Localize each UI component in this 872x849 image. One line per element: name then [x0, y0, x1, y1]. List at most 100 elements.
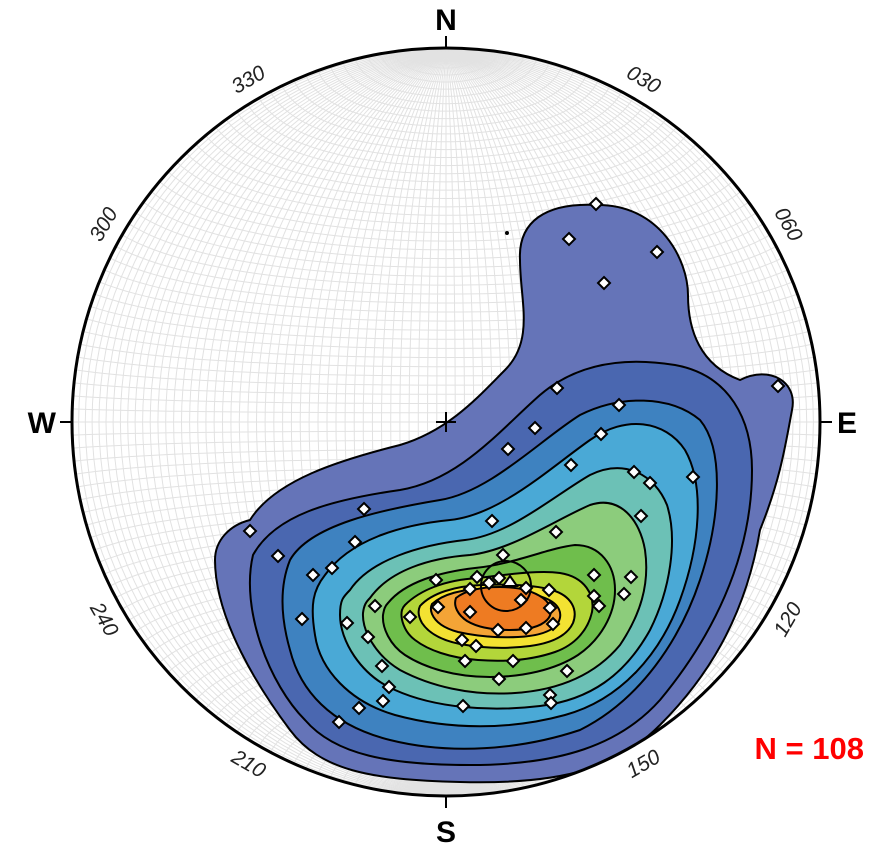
pole-marker — [591, 598, 607, 614]
pole-marker — [588, 196, 604, 212]
grid-line — [419, 48, 473, 62]
north-label: N — [435, 4, 457, 37]
pole-marker — [490, 622, 506, 638]
pole-marker — [430, 599, 446, 615]
grid-line — [367, 56, 525, 90]
grid-line — [380, 53, 512, 83]
grid-line — [247, 104, 645, 167]
pole-marker — [542, 600, 558, 616]
contour-band — [454, 586, 552, 631]
pole-marker — [468, 638, 484, 654]
pole-marker — [548, 524, 564, 540]
grid-line — [195, 143, 697, 208]
pole-marker — [545, 616, 561, 632]
pole-marker — [481, 575, 497, 591]
pole-marker — [339, 615, 355, 631]
cardinal-ticks — [60, 36, 832, 808]
pole-marker — [770, 378, 786, 394]
azimuth-label: 210 — [227, 745, 270, 783]
pole-marker — [331, 714, 347, 730]
mean-vector-triangle — [501, 574, 519, 587]
azimuth-label: 300 — [85, 203, 123, 245]
pole-marker — [270, 548, 286, 564]
grid-line — [406, 49, 486, 69]
pole-marker — [324, 560, 340, 576]
pole-marker — [457, 653, 473, 669]
pole-marker — [428, 572, 444, 588]
pole-marker — [518, 580, 534, 596]
azimuth-label: 060 — [769, 204, 807, 246]
pole-marker — [462, 581, 478, 597]
grid-line — [205, 135, 687, 200]
grid-line — [432, 48, 460, 56]
grid-line — [104, 269, 788, 313]
azimuth-label: 150 — [623, 745, 665, 783]
density-contours — [214, 203, 794, 784]
pole-marker — [360, 629, 376, 645]
west-label: W — [28, 407, 57, 440]
pole-marker — [541, 582, 557, 598]
pole-marker — [642, 475, 658, 491]
pole-marker — [491, 671, 507, 687]
pole-marker — [484, 513, 500, 529]
azimuth-label: 120 — [769, 598, 807, 640]
grid-line — [86, 318, 806, 349]
pole-marker — [626, 464, 642, 480]
pole-marker — [367, 598, 383, 614]
pole-marker — [242, 523, 258, 539]
pole-marker — [561, 231, 577, 247]
grid-line — [94, 293, 798, 331]
grid-line — [342, 62, 550, 105]
grid-line — [215, 126, 677, 191]
pole-marker — [616, 586, 632, 602]
grid-line — [159, 181, 733, 242]
grid-line — [281, 85, 611, 143]
grid-line — [432, 788, 460, 796]
pole-marker — [586, 588, 602, 604]
grid-line — [185, 152, 707, 216]
grid-line — [317, 70, 575, 120]
grid-line — [167, 171, 725, 234]
pole-marker-dot — [505, 231, 509, 235]
grid-line — [329, 66, 563, 112]
pole-marker — [633, 508, 649, 524]
grid-line — [305, 74, 587, 127]
pole-marker — [495, 547, 511, 563]
pole-marker — [374, 658, 390, 674]
pole-markers — [242, 196, 786, 730]
azimuth-label: 030 — [623, 61, 665, 99]
pole-marker — [549, 380, 565, 396]
grid-line — [355, 58, 537, 97]
pole-marker — [586, 567, 602, 583]
pole-marker — [402, 609, 418, 625]
pole-marker — [596, 275, 612, 291]
pole-marker — [500, 441, 516, 457]
center-cross — [436, 412, 456, 432]
pole-marker — [518, 620, 534, 636]
pole-marker — [527, 420, 543, 436]
pole-marker — [611, 397, 627, 413]
pole-marker — [375, 693, 391, 709]
pole-marker — [454, 632, 470, 648]
sample-count-label: N = 108 — [755, 731, 864, 766]
pole-marker — [505, 653, 521, 669]
east-label: E — [837, 407, 857, 440]
pole-marker — [649, 244, 665, 260]
pole-marker — [381, 679, 397, 695]
pole-marker — [455, 698, 471, 714]
grid-line — [176, 161, 716, 225]
pole-marker — [462, 604, 478, 620]
pole-marker — [543, 695, 559, 711]
south-label: S — [436, 816, 456, 849]
pole-marker — [559, 663, 575, 679]
pole-marker — [347, 534, 363, 550]
grid-line — [236, 111, 656, 175]
pole-marker — [356, 501, 372, 517]
pole-marker — [294, 611, 310, 627]
pole-marker — [469, 569, 485, 585]
pole-marker — [491, 570, 507, 586]
grid-line — [99, 281, 793, 322]
grid-line — [90, 305, 802, 340]
pole-marker — [513, 592, 529, 608]
grid-line — [82, 331, 810, 358]
